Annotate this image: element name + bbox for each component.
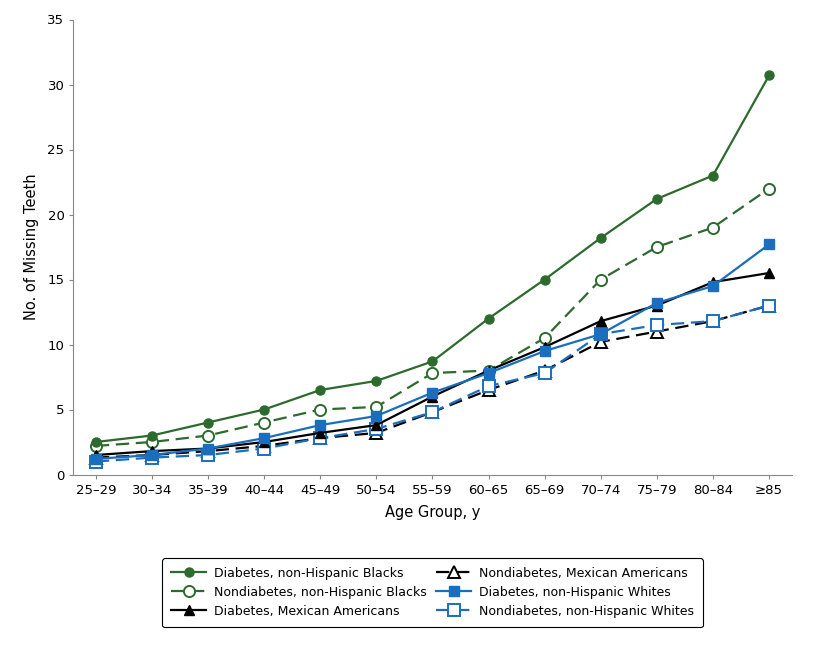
Legend: Diabetes, non-Hispanic Blacks, Nondiabetes, non-Hispanic Blacks, Diabetes, Mexic: Diabetes, non-Hispanic Blacks, Nondiabet…: [162, 558, 703, 627]
Y-axis label: No. of Missing Teeth: No. of Missing Teeth: [24, 174, 39, 320]
X-axis label: Age Group, y: Age Group, y: [385, 505, 480, 520]
